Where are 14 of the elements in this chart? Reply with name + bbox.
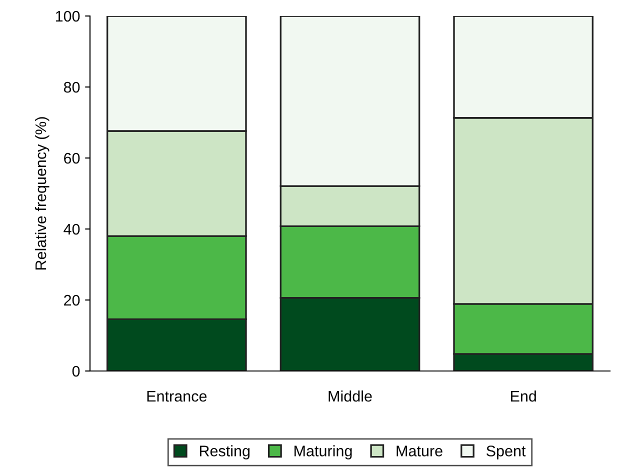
- y-tick-label: 80: [64, 82, 80, 93]
- y-tick-label: 100: [56, 10, 80, 22]
- x-tick-label: End: [510, 390, 536, 402]
- legend-label: Mature: [396, 446, 442, 456]
- y-tick-label: 0: [72, 366, 80, 377]
- y-tick-label: 40: [64, 224, 80, 235]
- x-tick-label: Middle: [328, 390, 372, 402]
- y-tick-label: 20: [64, 294, 80, 306]
- legend-label: Resting: [200, 445, 250, 460]
- legend-label: Maturing: [294, 445, 352, 460]
- x-tick-label: Entrance: [147, 391, 207, 402]
- legend-label: Spent: [486, 446, 526, 460]
- y-axis-title: Relative frequency (%): [34, 117, 50, 270]
- y-tick-label: 60: [64, 152, 80, 164]
